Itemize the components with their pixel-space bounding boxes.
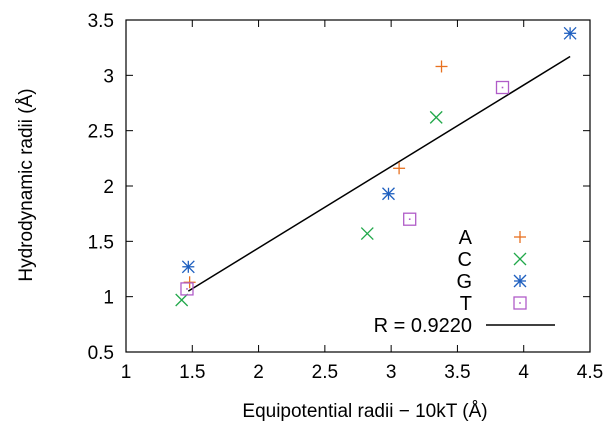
data-points [175,26,577,307]
data-point-c [429,110,443,124]
x-tick-label: 3 [386,362,397,383]
y-tick-label: 3 [103,66,114,87]
data-point-t [403,212,417,226]
legend-marker-t [513,296,527,310]
data-point-g [181,260,195,274]
data-point-a [435,60,448,73]
y-tick-label: 1 [103,288,114,309]
data-point-c [360,227,374,241]
x-tick-label: 1 [121,362,132,383]
y-tick-label: 3.5 [88,11,114,32]
legend-label-t: T [460,293,472,315]
x-tick-label: 4.5 [577,362,603,383]
x-axis-label: Equipotential radii − 10kT (Å) [242,401,487,422]
legend-marker-c [513,252,527,266]
y-tick-label: 0.5 [88,343,114,364]
legend-marker-g [513,274,527,288]
x-tick-label: 3.5 [444,362,470,383]
data-point-g [382,187,395,201]
x-tick-label: 1.5 [179,362,205,383]
data-point-t [495,80,510,95]
y-tick-label: 1.5 [88,232,114,253]
y-tick-label: 2.5 [88,122,114,143]
legend-label-c: C [458,249,472,271]
y-tick-label: 2 [103,177,114,198]
data-point-g [563,26,577,40]
data-point-c [175,293,189,307]
y-axis-label: Hydrodynamic radii (Å) [16,88,37,281]
x-tick-label: 2 [253,362,264,383]
fit-line-layer [187,55,571,292]
axis-ticks: 1 1.5 2 2.5 3 3.5 4 4.5 0.5 1 1.5 2 2.5 3 3.5 [88,11,604,383]
regression-line [187,55,571,292]
legend-label-a: A [459,227,473,249]
legend-marker-a [514,231,526,243]
x-tick-label: 2.5 [312,362,338,383]
legend-label-g: G [456,271,472,293]
legend-label-fit: R = 0.9220 [374,315,472,337]
data-point-a [393,162,406,175]
data-point-t [180,282,194,296]
x-tick-label: 4 [518,362,529,383]
